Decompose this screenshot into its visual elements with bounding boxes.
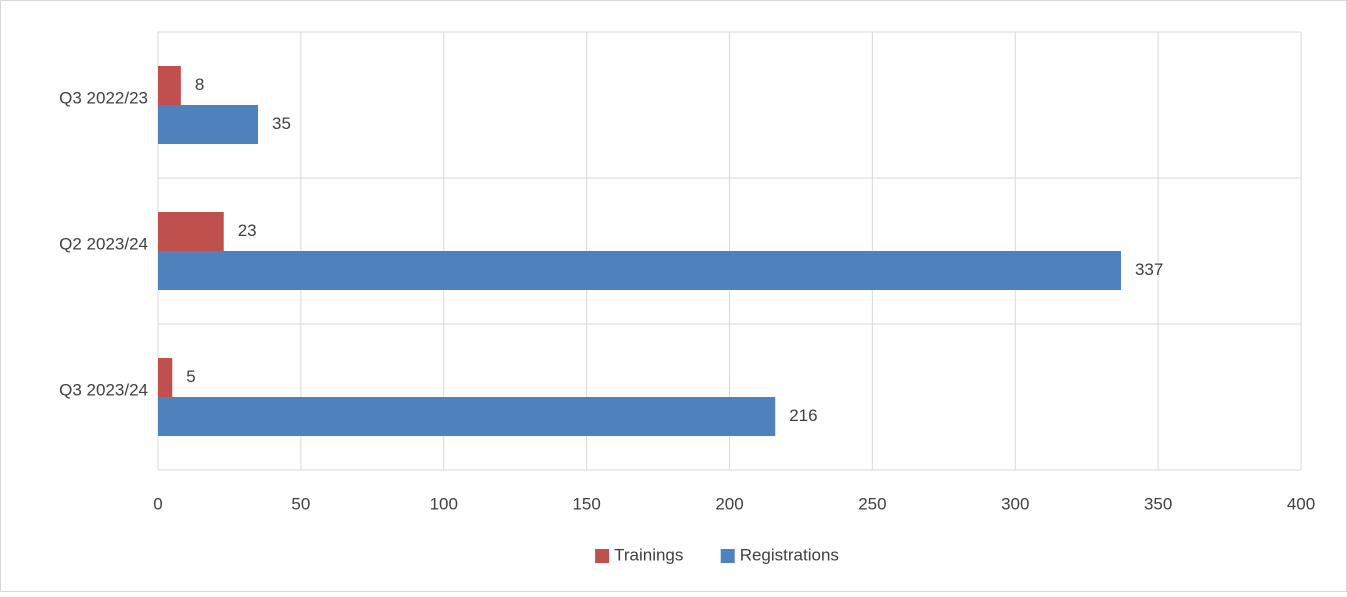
x-tick-label: 150 (572, 494, 600, 513)
x-tick-label: 400 (1287, 494, 1315, 513)
data-label: 23 (238, 221, 257, 240)
x-tick-label: 0 (153, 494, 162, 513)
bar (158, 66, 181, 105)
x-tick-label: 250 (858, 494, 886, 513)
x-tick-label: 100 (430, 494, 458, 513)
data-label: 5 (186, 367, 195, 386)
data-label: 337 (1135, 260, 1163, 279)
bar (158, 105, 259, 144)
bar (158, 251, 1121, 290)
legend-label: Trainings (614, 545, 683, 564)
bar (158, 212, 224, 251)
x-tick-label: 350 (1144, 494, 1172, 513)
legend-swatch (720, 549, 735, 563)
data-label: 216 (789, 406, 817, 425)
bar (158, 358, 173, 397)
data-label: 8 (195, 75, 204, 94)
y-tick-label: Q3 2022/23 (59, 88, 148, 107)
x-tick-label: 300 (1001, 494, 1029, 513)
data-label: 35 (272, 114, 291, 133)
y-tick-label: Q3 2023/24 (59, 380, 148, 399)
x-tick-label: 200 (715, 494, 743, 513)
bar (158, 397, 776, 436)
y-tick-label: Q2 2023/24 (59, 234, 148, 253)
legend-label: Registrations (740, 545, 839, 564)
legend-swatch (595, 549, 610, 563)
x-tick-label: 50 (291, 494, 310, 513)
